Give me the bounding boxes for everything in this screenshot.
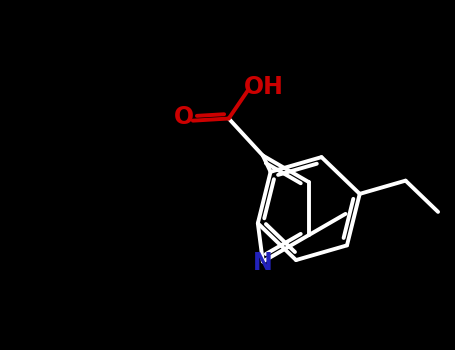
Text: O: O <box>174 105 194 128</box>
Text: OH: OH <box>244 75 284 99</box>
Text: N: N <box>253 251 273 275</box>
